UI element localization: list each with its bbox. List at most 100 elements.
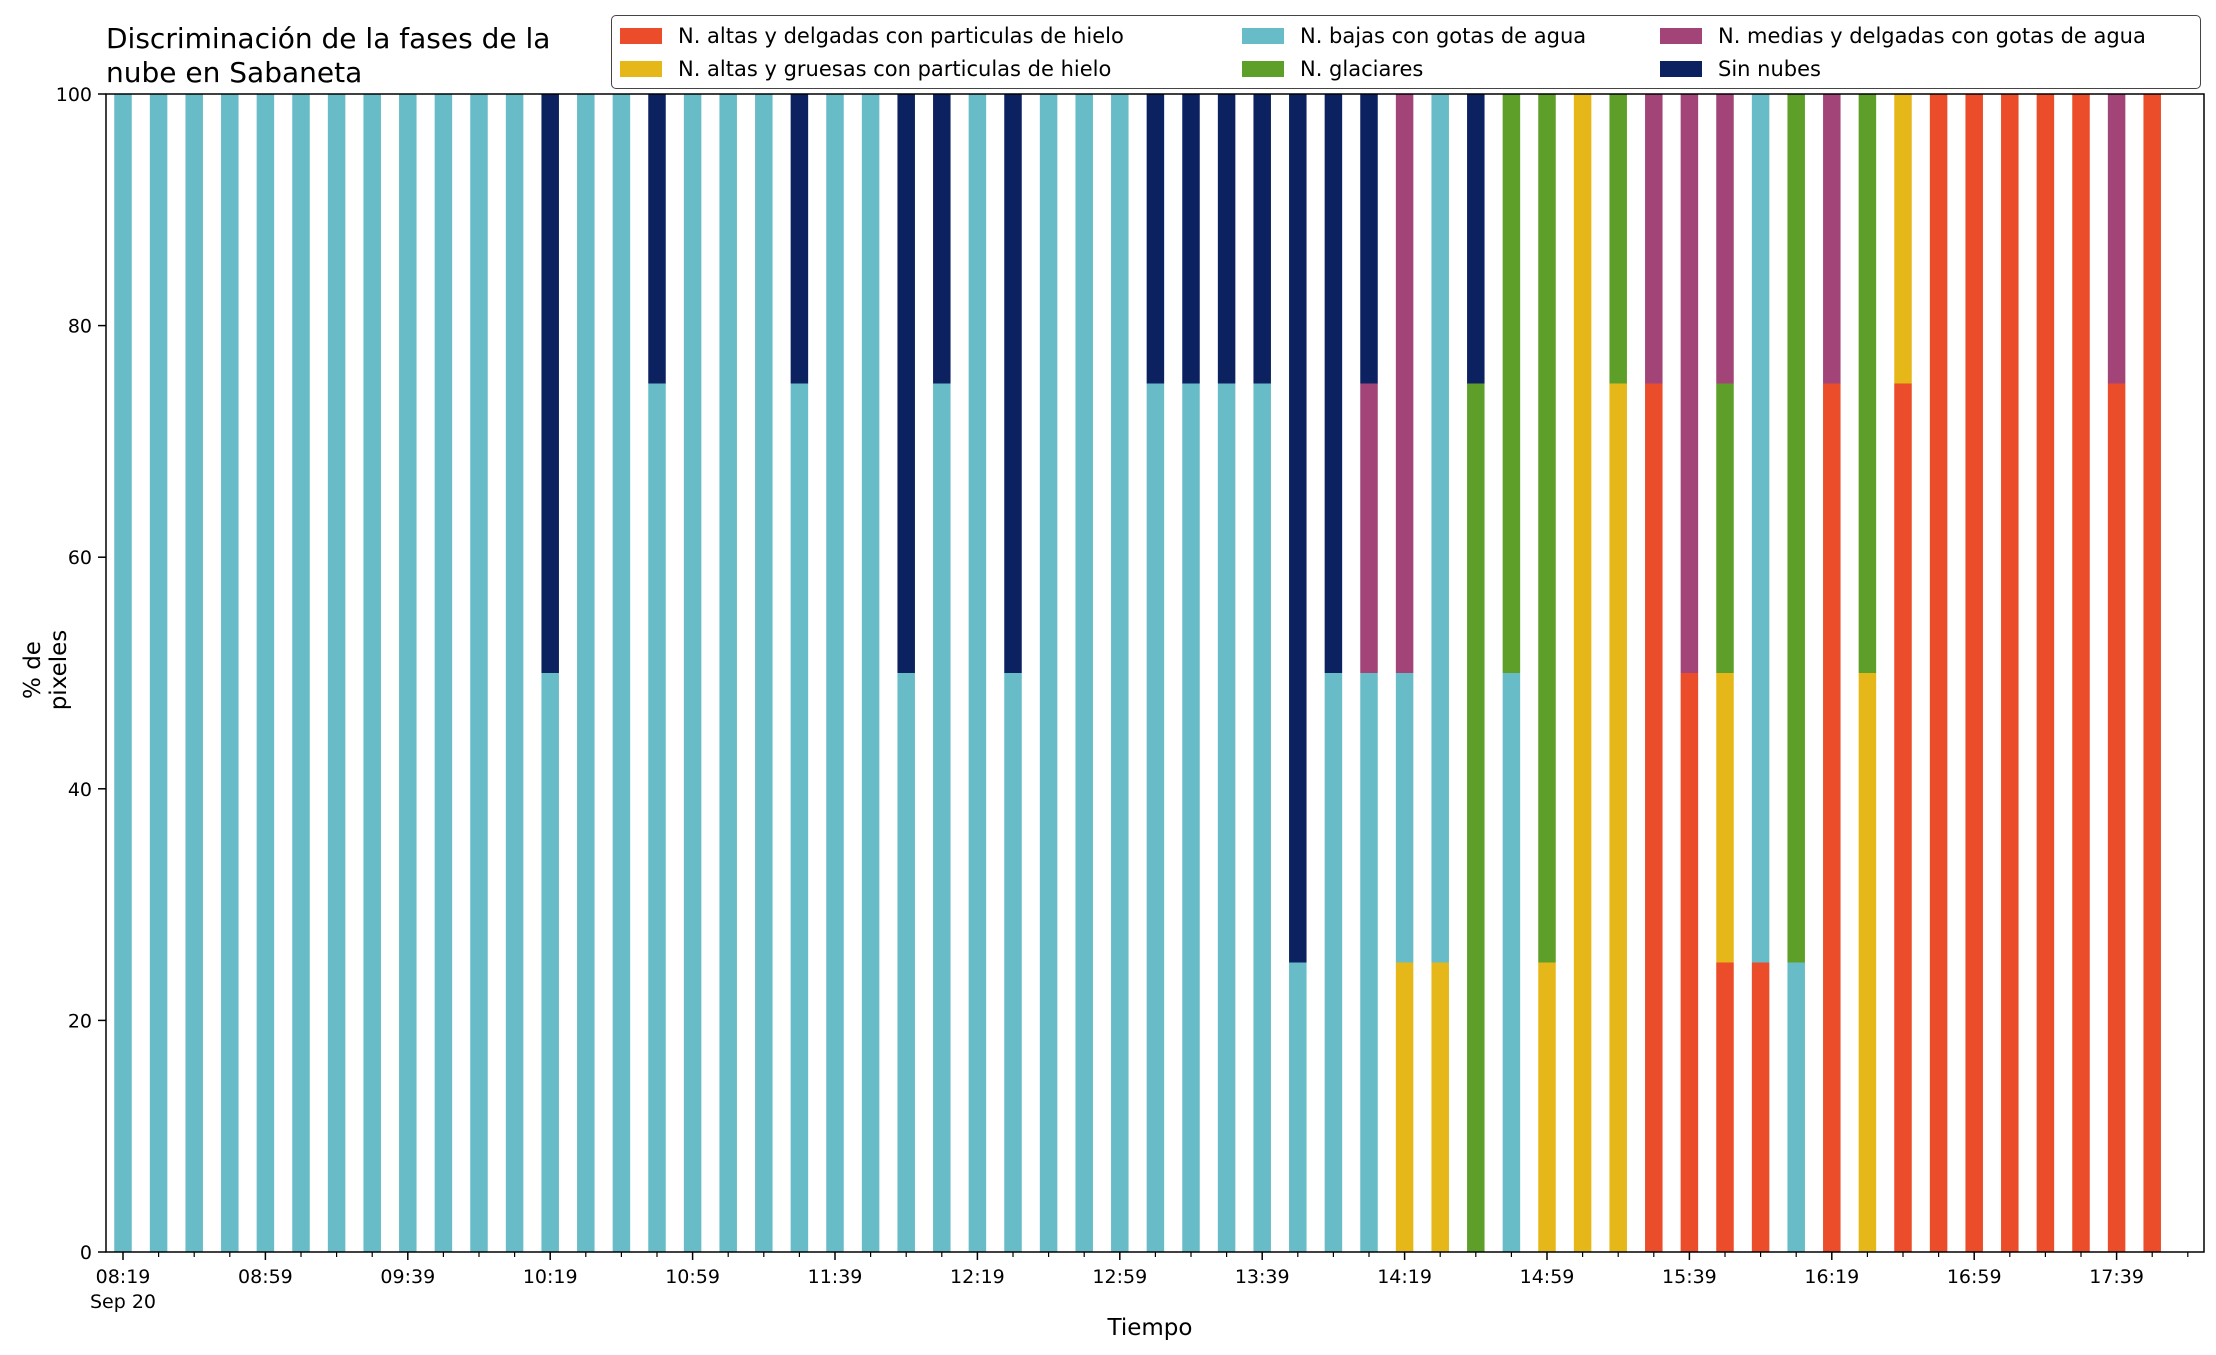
x-tick-label: 15:39 xyxy=(1662,1266,1717,1288)
x-tick-label: 08:59 xyxy=(238,1266,293,1288)
bar-segment xyxy=(505,94,524,1252)
bar-segment xyxy=(1502,94,1521,673)
bar-segment xyxy=(1680,94,1699,673)
bar-segment xyxy=(2107,383,2126,1252)
bar-segment xyxy=(1217,383,1236,1252)
bar-segment xyxy=(1431,962,1449,1252)
bars-group xyxy=(114,94,2161,1252)
bar-segment xyxy=(114,94,132,1252)
legend-item-altas-gruesas: N. altas y gruesas con particulas de hie… xyxy=(620,55,1111,83)
bar-segment xyxy=(826,94,844,1252)
bar-segment xyxy=(648,94,666,384)
x-tick-label: 16:19 xyxy=(1804,1266,1859,1288)
bar-segment xyxy=(1395,94,1414,673)
x-axis: 08:19 08:59 09:39 10:19 10:59 11:39 12:19 12:59… xyxy=(90,1252,2189,1313)
legend-item-bajas-gotas: N. bajas con gotas de agua xyxy=(1242,22,1586,50)
y-tick-label: 60 xyxy=(68,547,92,569)
legend-swatch xyxy=(1242,61,1284,77)
legend-label: N. bajas con gotas de agua xyxy=(1300,24,1587,48)
bar-segment xyxy=(149,94,168,1252)
bar-segment xyxy=(1716,962,1734,1252)
legend-item-altas-delgadas: N. altas y delgadas con particulas de hi… xyxy=(620,22,1124,50)
chart-title: Discriminación de la fases de la nube en… xyxy=(106,22,551,89)
bar-segment xyxy=(2036,94,2055,1252)
bar-segment xyxy=(755,94,773,1252)
bar-segment xyxy=(221,94,239,1252)
bar-segment xyxy=(1858,94,1877,673)
bar-segment xyxy=(577,94,595,1252)
x-tick-label: 12:19 xyxy=(950,1266,1005,1288)
bar-segment xyxy=(434,94,453,1252)
bar-segment xyxy=(1573,94,1592,1252)
bar-segment xyxy=(1929,94,1948,1252)
bar-segment xyxy=(1289,962,1307,1252)
bar-segment xyxy=(1751,962,1770,1252)
bar-segment xyxy=(1787,94,1805,963)
x-tick-label: 10:59 xyxy=(665,1266,720,1288)
bar-segment xyxy=(1004,94,1022,673)
y-tick-label: 40 xyxy=(68,779,92,801)
bar-segment xyxy=(1787,962,1805,1252)
x-axis-label: Tiempo xyxy=(1107,1315,1193,1341)
bar-segment xyxy=(1146,383,1165,1252)
legend-label: N. altas y delgadas con particulas de hi… xyxy=(678,24,1124,48)
bar-segment xyxy=(1075,94,1093,1252)
x-date-label: Sep 20 xyxy=(90,1291,156,1313)
bar-segment xyxy=(256,94,275,1252)
bar-segment xyxy=(1680,673,1699,1252)
legend-swatch xyxy=(620,28,662,44)
bar-segment xyxy=(1360,94,1378,384)
y-tick-label: 20 xyxy=(68,1010,92,1032)
bar-segment xyxy=(1609,383,1627,1252)
x-tick-label: 11:39 xyxy=(808,1266,863,1288)
bar-segment xyxy=(1894,94,1912,384)
legend-label: Sin nubes xyxy=(1718,57,1821,81)
bar-segment xyxy=(292,94,310,1252)
bar-segment xyxy=(1716,673,1734,963)
bar-segment xyxy=(1004,673,1022,1252)
legend-item-sin-nubes: Sin nubes xyxy=(1660,55,1821,83)
bar-segment xyxy=(1894,383,1912,1252)
bar-segment xyxy=(1431,94,1449,963)
bar-segment xyxy=(1182,94,1200,384)
bar-segment xyxy=(1253,94,1271,384)
bar-segment xyxy=(1823,383,1841,1252)
x-tick-label: 14:59 xyxy=(1520,1266,1575,1288)
bar-segment xyxy=(541,673,559,1252)
legend: N. altas y delgadas con particulas de hi… xyxy=(611,15,2201,89)
bar-segment xyxy=(1039,94,1058,1252)
bar-segment xyxy=(1324,673,1343,1252)
y-tick-label: 0 xyxy=(80,1242,92,1264)
y-tick-label: 80 xyxy=(68,316,92,338)
bar-segment xyxy=(327,94,346,1252)
bar-segment xyxy=(1751,94,1770,963)
legend-swatch xyxy=(1660,61,1702,77)
bar-segment xyxy=(2143,94,2161,1252)
bar-segment xyxy=(897,94,915,673)
legend-swatch xyxy=(620,61,662,77)
bar-segment xyxy=(1360,673,1378,1252)
y-axis-label: % de pixeles xyxy=(20,629,72,711)
legend-item-glaciares: N. glaciares xyxy=(1242,55,1423,83)
x-tick-label: 12:59 xyxy=(1092,1266,1147,1288)
bar-segment xyxy=(1289,94,1307,963)
legend-swatch xyxy=(1242,28,1284,44)
bar-segment xyxy=(363,94,381,1252)
bar-segment xyxy=(897,673,915,1252)
bar-segment xyxy=(1538,94,1556,963)
bar-segment xyxy=(470,94,488,1252)
legend-label: N. altas y gruesas con particulas de hie… xyxy=(678,57,1112,81)
bar-segment xyxy=(2072,94,2090,1252)
x-tick-label: 08:19 xyxy=(96,1266,151,1288)
bar-segment xyxy=(1823,94,1841,384)
bar-segment xyxy=(790,94,809,384)
bar-segment xyxy=(1395,962,1414,1252)
x-tick-label: 09:39 xyxy=(380,1266,435,1288)
bar-segment xyxy=(1645,383,1663,1252)
bar-segment xyxy=(1467,94,1485,384)
bar-segment xyxy=(1645,94,1663,384)
bar-segment xyxy=(1146,94,1165,384)
x-tick-label: 13:39 xyxy=(1235,1266,1290,1288)
bar-segment xyxy=(861,94,880,1252)
